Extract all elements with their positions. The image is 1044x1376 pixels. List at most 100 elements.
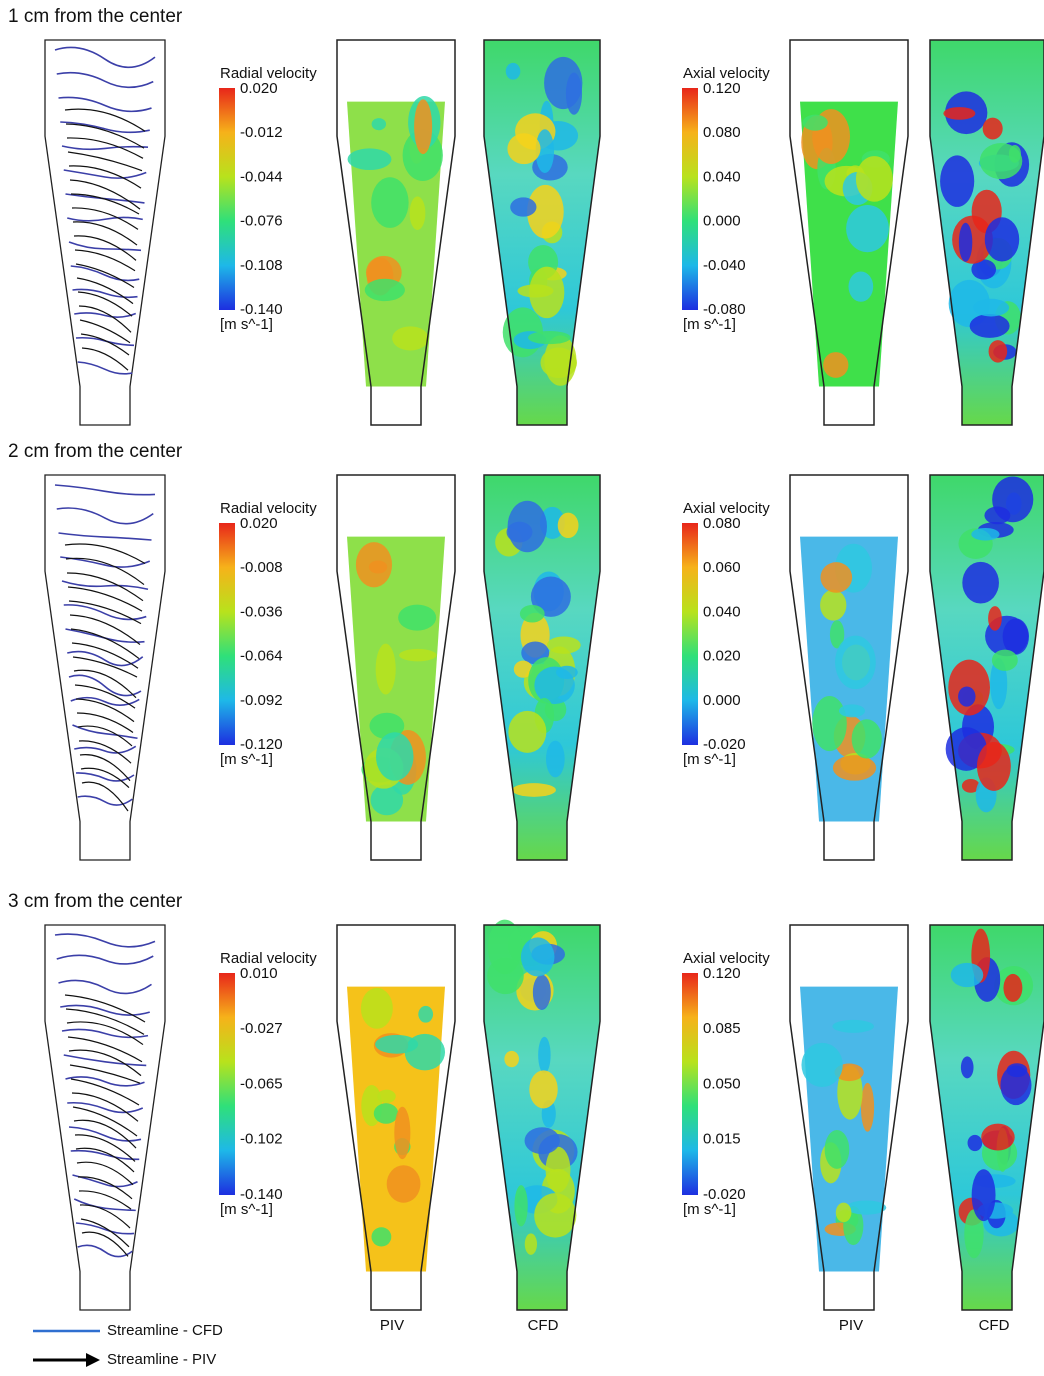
contour-patch xyxy=(377,1090,395,1103)
contour-patch xyxy=(1003,974,1022,1002)
contour-patch xyxy=(973,299,1009,317)
contour-patch xyxy=(983,118,1003,140)
colorbar xyxy=(219,523,235,745)
contour-patch xyxy=(348,148,392,170)
contour-patch xyxy=(525,1233,537,1254)
column-label: PIV xyxy=(839,1317,863,1334)
colorbar-tick-label: -0.064 xyxy=(240,648,283,665)
legend-label: Streamline - CFD xyxy=(107,1322,223,1339)
row-title: 1 cm from the center xyxy=(8,6,183,27)
colorbar-tick-label: -0.065 xyxy=(240,1075,283,1092)
streamline-cfd xyxy=(57,508,154,524)
contour-patch xyxy=(369,561,387,574)
streamline-piv xyxy=(66,124,144,148)
contour-patch xyxy=(861,1083,874,1132)
contour-patch xyxy=(856,156,893,202)
streamline-cfd xyxy=(66,194,145,203)
streamline-cfd xyxy=(57,955,154,964)
streamline-piv xyxy=(79,1191,131,1209)
contour-patch xyxy=(833,755,876,781)
colorbar-tick-label: 0.000 xyxy=(703,692,741,709)
streamline-piv xyxy=(65,995,145,1022)
contour-patch xyxy=(836,1203,852,1223)
streamline-cfd xyxy=(73,289,138,297)
streamline-cfd xyxy=(74,313,136,317)
streamline-piv xyxy=(71,1079,139,1105)
streamline-piv xyxy=(66,558,144,584)
contour-patch xyxy=(418,1006,433,1023)
contour-patch xyxy=(507,133,540,164)
contour-patch xyxy=(365,279,405,301)
contour-patch xyxy=(846,1200,886,1214)
contour-patch xyxy=(371,1227,391,1246)
contour-patch xyxy=(521,937,555,976)
contour-patch xyxy=(977,742,1011,791)
contour-patch xyxy=(361,988,393,1029)
colorbar-tick-label: 0.085 xyxy=(703,1020,741,1037)
streamline-piv xyxy=(82,348,128,370)
contour-patch xyxy=(961,1056,974,1078)
colorbar-tick-label: -0.012 xyxy=(240,124,283,141)
streamline-piv xyxy=(71,194,139,214)
colorbar-unit: [m s^-1] xyxy=(220,316,273,333)
contour-patch xyxy=(820,590,846,621)
streamline-cfd xyxy=(55,485,155,495)
contour-patch xyxy=(943,107,975,120)
streamline-cfd xyxy=(78,362,133,374)
contour-patch xyxy=(375,1035,418,1054)
row-title: 3 cm from the center xyxy=(8,891,183,912)
contour-patch xyxy=(846,205,889,252)
streamline-cfd xyxy=(67,217,143,220)
contour-patch xyxy=(533,975,551,1010)
contour-patch xyxy=(387,1165,421,1202)
contour-patch xyxy=(992,650,1018,671)
streamline-piv xyxy=(73,1107,137,1136)
contour-patch xyxy=(988,606,1002,631)
contour-patch xyxy=(506,63,521,80)
colorbar-tick-label: 0.120 xyxy=(703,965,741,982)
streamline-piv xyxy=(74,1120,136,1148)
colorbar-unit: [m s^-1] xyxy=(683,316,736,333)
contour-patch xyxy=(371,177,408,228)
contour-patch xyxy=(985,217,1019,261)
column-label: CFD xyxy=(528,1317,559,1334)
contour-patch xyxy=(971,528,999,541)
streamline-cfd xyxy=(55,47,155,67)
colorbar-unit: [m s^-1] xyxy=(683,751,736,768)
contour-patch xyxy=(970,314,1010,338)
contour-patch xyxy=(848,271,873,301)
contour-patch xyxy=(959,223,972,262)
contour-patch xyxy=(968,1135,983,1151)
streamline-cfd xyxy=(55,934,155,947)
colorbar-tick-label: -0.092 xyxy=(240,692,283,709)
colorbar-unit: [m s^-1] xyxy=(220,751,273,768)
colorbar-tick-label: -0.027 xyxy=(240,1020,283,1037)
colorbar-tick-label: 0.020 xyxy=(240,80,278,97)
streamline-cfd xyxy=(62,146,148,149)
contour-patch xyxy=(376,732,413,780)
streamline-piv xyxy=(80,755,130,781)
contour-patch xyxy=(972,1169,996,1221)
contour-patch xyxy=(372,118,386,130)
streamline-cfd xyxy=(59,533,152,540)
colorbar-tick-label: 0.050 xyxy=(703,1075,741,1092)
streamline-piv xyxy=(80,320,130,343)
colorbar-tick-label: 0.080 xyxy=(703,124,741,141)
streamline-cfd xyxy=(78,796,133,805)
contour-patch xyxy=(980,143,1023,179)
figure: 1 cm from the centerRadial velocity0.020… xyxy=(0,0,1044,1371)
page: 1 cm from the centerRadial velocity0.020… xyxy=(0,0,1044,1371)
contour-patch xyxy=(962,562,999,604)
colorbar-tick-label: -0.036 xyxy=(240,603,283,620)
colorbar-tick-label: 0.020 xyxy=(703,648,741,665)
contour-patch xyxy=(512,783,556,797)
contour-patch xyxy=(514,1185,527,1226)
contour-patch xyxy=(556,666,578,679)
content: 1 cm from the centerRadial velocity0.020… xyxy=(8,6,1044,1368)
streamline-cfd xyxy=(57,73,154,88)
contour-patch xyxy=(529,267,564,319)
colorbar-tick-label: -0.076 xyxy=(240,213,283,230)
colorbar-tick-label: 0.020 xyxy=(240,515,278,532)
contour-patch xyxy=(546,741,565,778)
streamline-piv xyxy=(74,670,136,697)
